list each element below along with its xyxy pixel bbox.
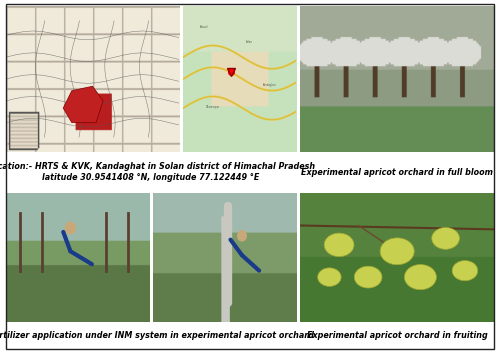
Text: Location:- HRTS & KVK, Kandaghat in Solan district of Himachal Pradesh
latitude : Location:- HRTS & KVK, Kandaghat in Sola… <box>0 162 315 182</box>
Text: Experimental apricot orchard in fruiting: Experimental apricot orchard in fruiting <box>307 331 488 340</box>
Text: Fertilizer application under INM system in experimental apricot orchard: Fertilizer application under INM system … <box>0 331 314 340</box>
Text: Experimental apricot orchard in full bloom: Experimental apricot orchard in full blo… <box>301 168 493 176</box>
